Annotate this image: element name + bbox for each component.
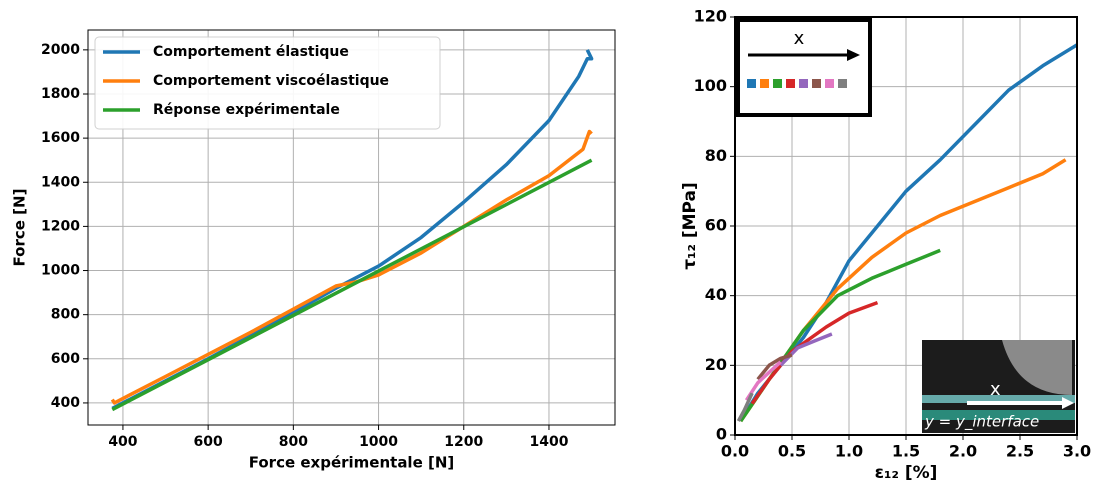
inset-arrow-head (1062, 397, 1074, 409)
x-tick-label: 3.0 (1063, 442, 1091, 461)
legend-swatch (760, 79, 769, 88)
y-tick-label: 0 (716, 425, 727, 444)
x-tick-label: 1200 (444, 434, 483, 450)
y-tick-label: 1800 (41, 86, 80, 102)
x-tick-label: 0.0 (721, 442, 749, 461)
data-line (111, 49, 594, 410)
data-line (111, 158, 593, 412)
legend-swatch (747, 79, 756, 88)
inset-label: y = y_interface (924, 413, 1039, 432)
y-tick-label: 400 (51, 395, 80, 411)
y-tick-label: 1000 (41, 263, 80, 279)
x-tick-label: 2.0 (949, 442, 977, 461)
inset-band (922, 395, 1075, 403)
x-tick-label: 600 (194, 434, 223, 450)
legend-arrow-head (847, 49, 860, 61)
x-tick-label: 400 (108, 434, 137, 450)
y-axis-label: Force [N] (11, 189, 29, 267)
legend-swatch (825, 79, 834, 88)
x-tick-label: 1000 (359, 434, 398, 450)
y-tick-label: 120 (694, 7, 727, 26)
legend-swatch (838, 79, 847, 88)
legend-swatch (786, 79, 795, 88)
inset-object (1002, 340, 1072, 395)
legend-label: Réponse expérimentale (153, 102, 340, 118)
y-axis-label: τ₁₂ [MPa] (680, 182, 700, 270)
legend-swatch (799, 79, 808, 88)
plot-frame (734, 16, 1078, 436)
x-tick-label: 1400 (529, 434, 568, 450)
legend-swatch (773, 79, 782, 88)
x-tick-label: 1.5 (892, 442, 920, 461)
x-axis-label: ε₁₂ [%] (875, 463, 938, 483)
inset-label: x (990, 379, 1001, 400)
y-tick-label: 100 (694, 76, 727, 95)
y-tick-label: 60 (705, 216, 727, 235)
legend-box (736, 18, 872, 117)
x-tick-label: 1.0 (835, 442, 863, 461)
y-tick-label: 1600 (41, 130, 80, 146)
y-tick-label: 800 (51, 307, 80, 323)
legend-label: Comportement élastique (153, 44, 349, 60)
x-tick-label: 0.5 (778, 442, 806, 461)
data-line (750, 300, 879, 405)
y-tick-label: 1400 (41, 174, 80, 190)
data-line (756, 353, 793, 381)
legend-box (94, 36, 441, 130)
y-tick-label: 80 (705, 146, 727, 165)
data-line (736, 392, 754, 422)
data-line (110, 129, 593, 405)
inset-band (922, 410, 1075, 420)
y-tick-label: 40 (705, 285, 727, 304)
x-tick-label: 800 (279, 434, 308, 450)
data-line (744, 360, 782, 402)
x-tick-label: 2.5 (1006, 442, 1034, 461)
y-tick-label: 1200 (41, 218, 80, 234)
y-tick-label: 2000 (41, 42, 80, 58)
legend-swatch (812, 79, 821, 88)
x-axis-label: Force expérimentale [N] (249, 454, 455, 472)
y-tick-label: 20 (705, 355, 727, 374)
legend-label: x (794, 28, 805, 49)
legend-label: Comportement viscoélastique (153, 73, 389, 89)
plot-frame (87, 29, 616, 426)
y-tick-label: 600 (51, 351, 80, 367)
